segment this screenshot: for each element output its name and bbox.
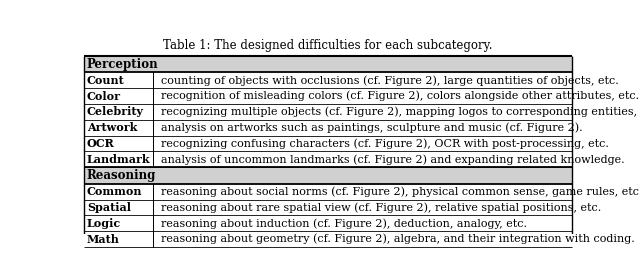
Text: Count: Count [87,75,125,86]
Text: recognition of misleading colors (cf. Figure 2), colors alongside other attribut: recognition of misleading colors (cf. Fi… [161,91,639,102]
Bar [84,184,572,200]
Text: reasoning about social norms (cf. Figure 2), physical common sense, game rules, : reasoning about social norms (cf. Figure… [161,186,640,197]
Bar [84,200,572,215]
Text: Perception: Perception [87,58,159,71]
Text: Landmark: Landmark [87,154,150,165]
Text: counting of objects with occlusions (cf. Figure 2), large quantities of objects,: counting of objects with occlusions (cf.… [161,75,619,86]
Bar [84,215,572,231]
Bar [84,73,572,88]
Text: Math: Math [87,234,120,245]
Text: Logic: Logic [87,218,121,229]
Text: Celebrity: Celebrity [87,107,144,118]
Bar [84,136,572,151]
Bar [84,120,572,136]
Text: Artwork: Artwork [87,122,138,133]
Text: Reasoning: Reasoning [87,169,156,182]
Bar [84,56,572,73]
Text: OCR: OCR [87,138,115,149]
Text: Color: Color [87,91,121,102]
Text: recognizing confusing characters (cf. Figure 2), OCR with post-processing, etc.: recognizing confusing characters (cf. Fi… [161,138,609,149]
Text: analysis of uncommon landmarks (cf. Figure 2) and expanding related knowledge.: analysis of uncommon landmarks (cf. Figu… [161,154,625,165]
Text: Spatial: Spatial [87,202,131,213]
Bar [84,151,572,167]
Bar [84,104,572,120]
Text: reasoning about induction (cf. Figure 2), deduction, analogy, etc.: reasoning about induction (cf. Figure 2)… [161,218,527,229]
Text: Common: Common [87,186,143,197]
Text: recognizing multiple objects (cf. Figure 2), mapping logos to corresponding enti: recognizing multiple objects (cf. Figure… [161,107,640,117]
Text: Table 1: The designed difficulties for each subcategory.: Table 1: The designed difficulties for e… [163,39,493,52]
Text: reasoning about rare spatial view (cf. Figure 2), relative spatial positions, et: reasoning about rare spatial view (cf. F… [161,202,601,213]
Bar [84,167,572,184]
Bar [84,88,572,104]
Text: reasoning about geometry (cf. Figure 2), algebra, and their integration with cod: reasoning about geometry (cf. Figure 2),… [161,234,635,244]
Text: analysis on artworks such as paintings, sculpture and music (cf. Figure 2).: analysis on artworks such as paintings, … [161,123,582,133]
Bar [84,231,572,247]
